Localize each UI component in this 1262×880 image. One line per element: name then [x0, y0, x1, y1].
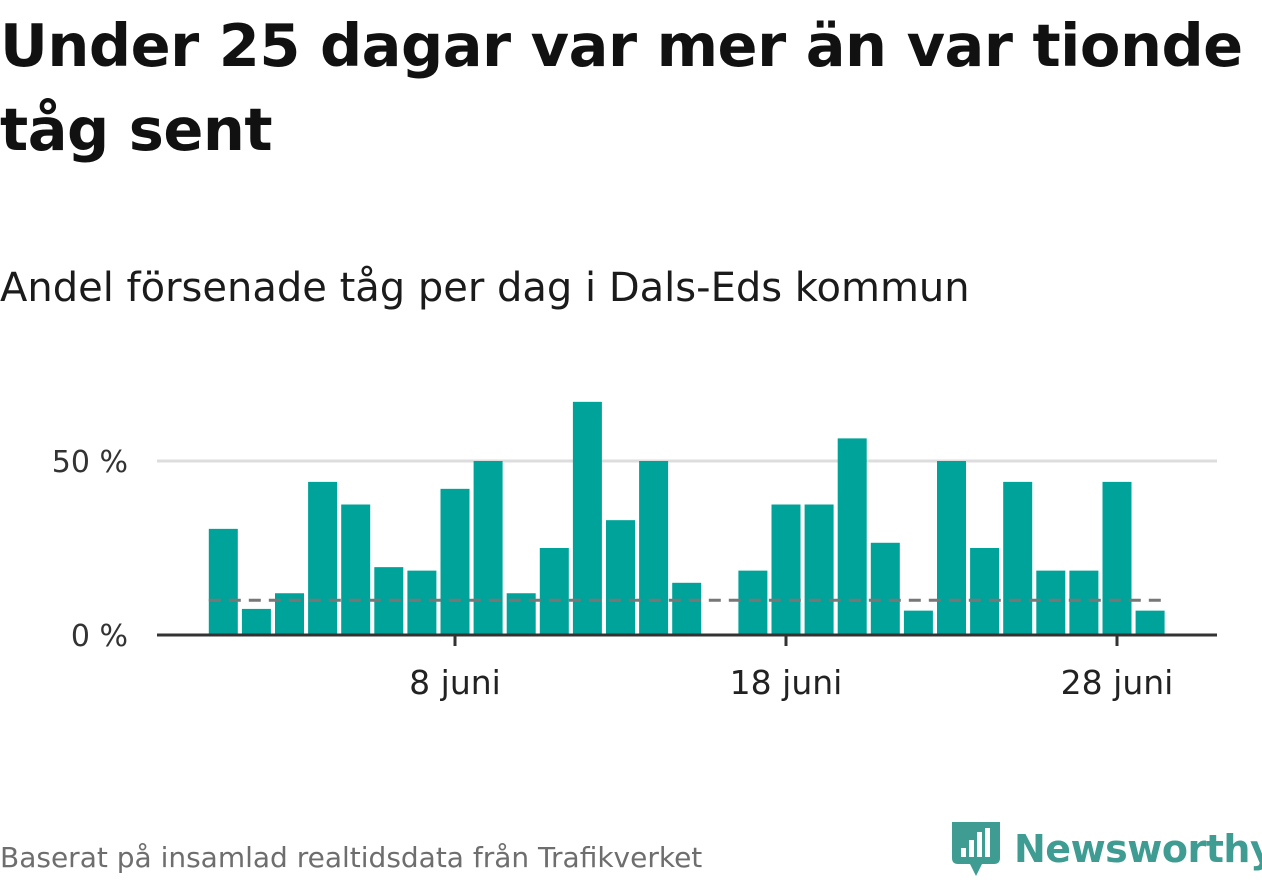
- bar: [870, 542, 900, 635]
- chart-subtitle: Andel försenade tåg per dag i Dals-Eds k…: [0, 265, 970, 311]
- y-tick-label: 50 %: [52, 445, 128, 480]
- bar: [903, 610, 933, 635]
- bar: [1003, 481, 1033, 635]
- bar: [606, 520, 635, 635]
- bar: [440, 488, 470, 635]
- bar: [970, 548, 1000, 635]
- bar: [1135, 610, 1165, 635]
- x-tick-label: 8 juni: [409, 663, 501, 702]
- bar: [473, 461, 503, 635]
- newsworthy-logo: Newsworthy: [950, 818, 1262, 880]
- bar: [639, 461, 669, 635]
- chart-title: Under 25 dagar var mer än var tionde tåg…: [0, 11, 1243, 164]
- x-tick-label: 18 juni: [730, 663, 843, 702]
- bar: [308, 481, 338, 635]
- source-note: Baserat på insamlad realtidsdata från Tr…: [0, 841, 703, 874]
- bar: [1069, 570, 1099, 635]
- newsworthy-logo-icon: [952, 822, 1000, 876]
- brand-name: Newsworthy: [1014, 827, 1262, 871]
- bar: [1102, 481, 1132, 635]
- bar: [738, 570, 768, 635]
- bar: [539, 548, 569, 635]
- y-tick-label: 0 %: [71, 619, 128, 654]
- bar: [1036, 570, 1066, 635]
- bar: [241, 608, 271, 635]
- bar: [407, 570, 437, 635]
- bar: [341, 504, 371, 635]
- bar: [937, 461, 966, 635]
- bar: [572, 401, 602, 635]
- bar: [837, 438, 867, 635]
- bar: [672, 582, 702, 635]
- bar: [208, 528, 238, 635]
- bar: [804, 504, 834, 635]
- bar: [771, 504, 801, 635]
- x-tick-label: 28 juni: [1061, 663, 1174, 702]
